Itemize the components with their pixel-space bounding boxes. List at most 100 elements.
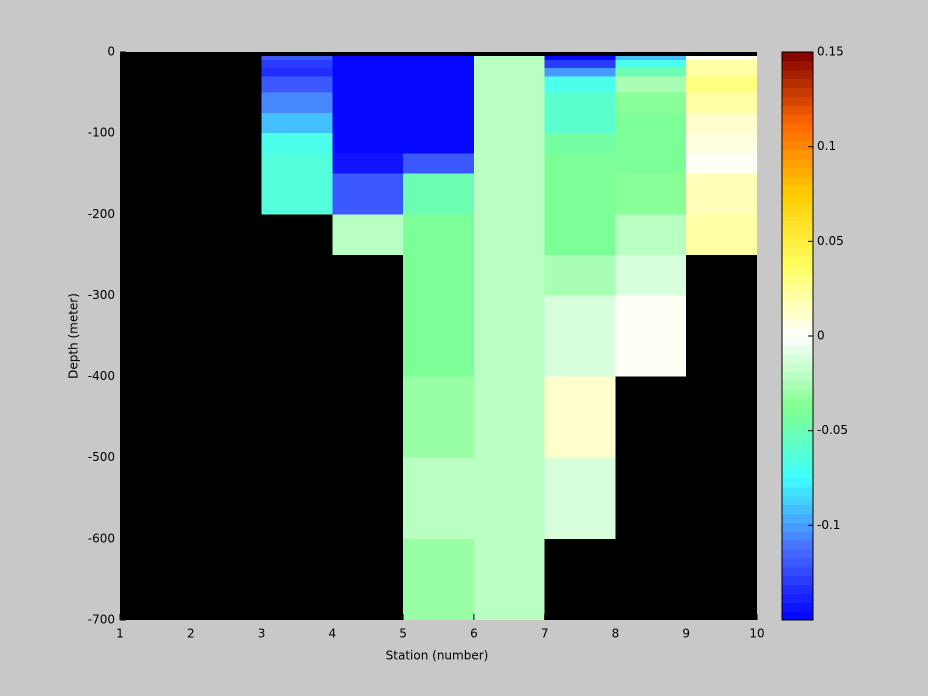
x-tick-label: 6 [470, 627, 478, 641]
heatmap-cell [332, 153, 404, 174]
heatmap-cell [473, 538, 545, 620]
x-tick-label: 10 [749, 627, 764, 641]
x-tick-label: 8 [612, 627, 620, 641]
colorbar-tick-label: -0.05 [817, 423, 848, 437]
heatmap-cell [544, 92, 616, 113]
y-tick-label: -600 [88, 531, 115, 545]
colorbar-step [782, 575, 813, 585]
colorbar-step [782, 540, 813, 550]
heatmap-cell [403, 173, 474, 215]
y-tick-label: -700 [88, 613, 115, 627]
colorbar-step [782, 265, 813, 275]
colorbar-step [782, 336, 813, 346]
heatmap-cell [473, 60, 545, 69]
colorbar-step [782, 87, 813, 97]
heatmap-cell [261, 68, 333, 77]
heatmap-cell [332, 214, 404, 255]
heatmap-cell [473, 295, 545, 377]
heatmap-cell [332, 133, 404, 154]
heatmap-cell [473, 457, 545, 539]
heatmap-cell [403, 133, 474, 154]
colorbar-step [782, 584, 813, 594]
colorbar-step [782, 78, 813, 88]
heatmap-cell [544, 153, 616, 174]
heatmap-cell [332, 112, 404, 134]
heatmap-cell [403, 60, 474, 69]
colorbar-step [782, 247, 813, 257]
colorbar-step [782, 256, 813, 266]
x-tick-label: 4 [329, 627, 337, 641]
heatmap-cell [473, 76, 545, 93]
x-axis-label: Station (number) [386, 649, 489, 663]
colorbar-step [782, 549, 813, 559]
heatmap-cell [332, 92, 404, 113]
heatmap-cell [544, 214, 616, 255]
colorbar-step [782, 309, 813, 319]
colorbar-step [782, 229, 813, 239]
colorbar-step [782, 557, 813, 568]
heatmap-cell [544, 112, 616, 134]
heatmap-cell [686, 60, 757, 69]
colorbar-step [782, 327, 813, 337]
heatmap-cell [403, 376, 474, 458]
heatmap-cell [473, 376, 545, 458]
heatmap-cell [686, 68, 757, 77]
heatmap-cell [403, 76, 474, 93]
colorbar-step [782, 149, 813, 159]
heatmap-cell [403, 295, 474, 377]
heatmap-cell [544, 133, 616, 154]
colorbar-step [782, 495, 813, 506]
colorbar-step [782, 380, 813, 390]
heatmap-cell [332, 68, 404, 77]
colorbar-step [782, 522, 813, 532]
colorbar-step [782, 442, 813, 452]
heatmap-cell [615, 60, 687, 69]
colorbar-step [782, 389, 813, 399]
colorbar-tick-label: 0.15 [817, 45, 844, 59]
colorbar-step [782, 602, 813, 612]
heatmap-cell [403, 92, 474, 113]
colorbar-step [782, 300, 813, 310]
heatmap-cell [615, 133, 687, 154]
colorbar-step [782, 176, 813, 186]
colorbar-step [782, 96, 813, 106]
colorbar-step [782, 424, 813, 435]
colorbar-step [782, 114, 813, 124]
colorbar-step [782, 415, 813, 426]
heatmap-cell [261, 173, 333, 215]
colorbar-step [782, 140, 813, 151]
colorbar-step [782, 362, 813, 372]
heatmap-cell [686, 56, 757, 61]
y-tick-label: -500 [88, 450, 115, 464]
y-tick-label: -300 [88, 288, 115, 302]
colorbar-step [782, 60, 813, 71]
colorbar-step [782, 291, 813, 301]
heatmap-cell [261, 133, 333, 154]
heatmap-cell [473, 56, 545, 61]
colorbar-tick-label: 0 [817, 329, 825, 343]
x-tick-label: 1 [116, 627, 124, 641]
colorbar-step [782, 371, 813, 381]
heatmap-cell [615, 112, 687, 134]
heatmap-cell [473, 68, 545, 77]
colorbar-step [782, 167, 813, 177]
heatmap-cell [544, 173, 616, 215]
heatmap-cell [544, 376, 616, 458]
x-tick-label: 9 [682, 627, 690, 641]
colorbar-step [782, 282, 813, 293]
colorbar-step [782, 344, 813, 355]
heatmap-cell [615, 214, 687, 255]
heatmap-cell [686, 76, 757, 93]
colorbar-step [782, 194, 813, 204]
colorbar-step [782, 52, 813, 62]
heatmap-cell [544, 254, 616, 296]
heatmap-cell [473, 254, 545, 296]
colorbar-step [782, 407, 813, 417]
heatmap-cell [615, 68, 687, 77]
colorbar-step [782, 593, 813, 603]
colorbar-tick-label: 0.1 [817, 139, 836, 153]
x-tick-label: 7 [541, 627, 549, 641]
heatmap-cell [544, 76, 616, 93]
